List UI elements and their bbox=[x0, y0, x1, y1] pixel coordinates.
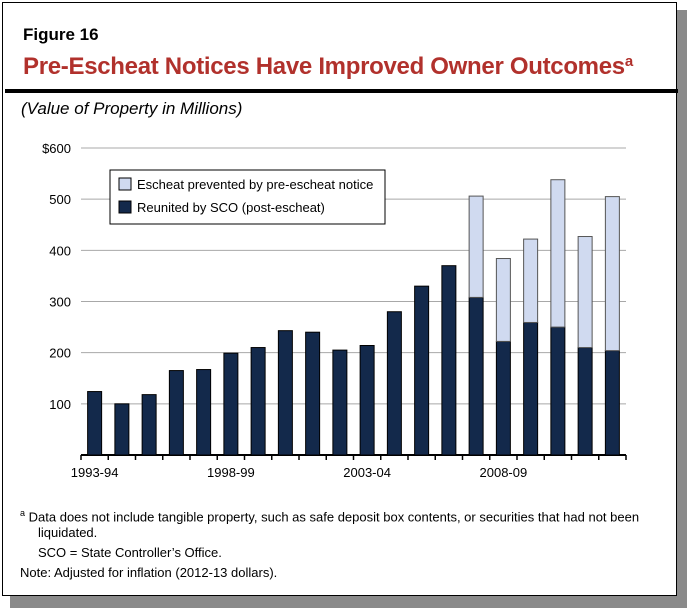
bar-reunited bbox=[359, 345, 375, 456]
y-tick-label: 100 bbox=[49, 397, 71, 412]
x-tick-label: 1998-99 bbox=[207, 465, 255, 480]
y-tick-label: $600 bbox=[42, 141, 71, 156]
legend-label: Escheat prevented by pre-escheat notice bbox=[137, 177, 373, 192]
x-tick-label: 2008-09 bbox=[480, 465, 528, 480]
legend-label: Reunited by SCO (post-escheat) bbox=[137, 200, 325, 215]
chart-subtitle: (Value of Property in Millions) bbox=[21, 99, 243, 118]
bar-reunited bbox=[305, 331, 321, 456]
x-tick-label: 2003-04 bbox=[343, 465, 391, 480]
y-tick-label: 400 bbox=[49, 243, 71, 258]
legend-box bbox=[109, 169, 386, 225]
footnote-text: Data does not include tangible property,… bbox=[28, 509, 640, 541]
y-tick-label: 300 bbox=[49, 295, 71, 310]
bar-reunited bbox=[168, 370, 184, 456]
title-rule bbox=[5, 89, 678, 93]
bar-reunited bbox=[332, 349, 348, 456]
bar-reunited bbox=[223, 352, 239, 456]
bar-reunited bbox=[141, 394, 157, 456]
bar-prevented bbox=[523, 238, 539, 323]
legend-swatch bbox=[118, 177, 132, 191]
inflation-note: Note: Adjusted for inflation (2012-13 do… bbox=[20, 565, 278, 581]
footnote-mark: a bbox=[20, 508, 26, 518]
title-footnote-mark: a bbox=[624, 53, 633, 70]
notes: a Data does not include tangible propert… bbox=[20, 505, 648, 581]
x-tick-label: 1993-94 bbox=[71, 465, 119, 480]
bar-reunited bbox=[114, 403, 130, 456]
bar-prevented bbox=[495, 258, 511, 342]
legend-swatch bbox=[118, 200, 132, 214]
abbrev-note: SCO = State Controller’s Office. bbox=[38, 545, 222, 561]
bar-reunited bbox=[577, 347, 593, 456]
bar-reunited bbox=[386, 311, 402, 456]
bar-reunited bbox=[196, 369, 212, 456]
bar-prevented bbox=[604, 196, 620, 352]
bar-reunited bbox=[523, 321, 539, 456]
bar-prevented bbox=[577, 236, 593, 349]
bar-reunited bbox=[604, 350, 620, 456]
title-text: Pre-Escheat Notices Have Improved Owner … bbox=[23, 53, 625, 80]
bar-reunited bbox=[550, 326, 566, 456]
y-tick-label: 200 bbox=[49, 346, 71, 361]
bar-reunited bbox=[468, 296, 484, 456]
footnote: a Data does not include tangible propert… bbox=[20, 505, 648, 541]
bar-prevented bbox=[550, 179, 566, 328]
bar-reunited bbox=[495, 340, 511, 456]
bar-reunited bbox=[414, 285, 430, 456]
bar-reunited bbox=[441, 265, 457, 456]
figure-title: Pre-Escheat Notices Have Improved Owner … bbox=[23, 53, 633, 81]
bar-reunited bbox=[250, 347, 266, 456]
bar-prevented bbox=[468, 195, 484, 298]
bar-reunited bbox=[87, 391, 103, 456]
figure-label: Figure 16 bbox=[23, 25, 99, 44]
bar-reunited bbox=[277, 330, 293, 456]
y-tick-label: 500 bbox=[49, 192, 71, 207]
